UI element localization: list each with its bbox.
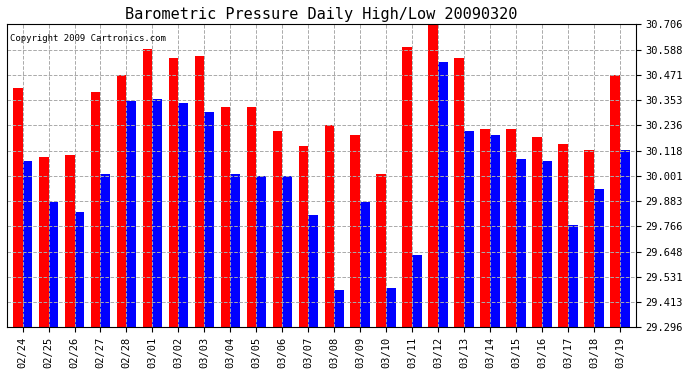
Bar <box>12 88 23 327</box>
Bar <box>428 24 438 327</box>
Bar <box>455 58 464 327</box>
Bar <box>143 50 152 327</box>
Bar <box>23 161 32 327</box>
Bar <box>386 288 396 327</box>
Bar <box>351 135 360 327</box>
Bar <box>257 176 266 327</box>
Bar <box>65 154 75 327</box>
Title: Barometric Pressure Daily High/Low 20090320: Barometric Pressure Daily High/Low 20090… <box>125 7 518 22</box>
Bar <box>402 47 413 327</box>
Bar <box>152 99 162 327</box>
Bar <box>558 144 569 327</box>
Bar <box>464 131 474 327</box>
Bar <box>75 213 84 327</box>
Bar <box>299 146 308 327</box>
Bar <box>324 124 335 327</box>
Bar <box>611 75 620 327</box>
Text: Copyright 2009 Cartronics.com: Copyright 2009 Cartronics.com <box>10 34 166 43</box>
Bar <box>377 174 386 327</box>
Bar <box>195 56 204 327</box>
Bar <box>480 129 491 327</box>
Bar <box>204 112 215 327</box>
Bar <box>246 107 257 327</box>
Bar <box>491 135 500 327</box>
Bar <box>584 150 594 327</box>
Bar <box>308 214 318 327</box>
Bar <box>273 131 282 327</box>
Bar <box>48 202 59 327</box>
Bar <box>90 92 101 327</box>
Bar <box>516 159 526 327</box>
Bar <box>438 62 449 327</box>
Bar <box>282 176 293 327</box>
Bar <box>594 189 604 327</box>
Bar <box>533 137 542 327</box>
Bar <box>335 290 344 327</box>
Bar <box>506 129 516 327</box>
Bar <box>413 255 422 327</box>
Bar <box>168 58 179 327</box>
Bar <box>101 174 110 327</box>
Bar <box>221 107 230 327</box>
Bar <box>230 174 240 327</box>
Bar <box>117 75 126 327</box>
Bar <box>179 103 188 327</box>
Bar <box>569 225 578 327</box>
Bar <box>39 157 48 327</box>
Bar <box>360 202 371 327</box>
Bar <box>542 161 552 327</box>
Bar <box>620 150 630 327</box>
Bar <box>126 101 137 327</box>
